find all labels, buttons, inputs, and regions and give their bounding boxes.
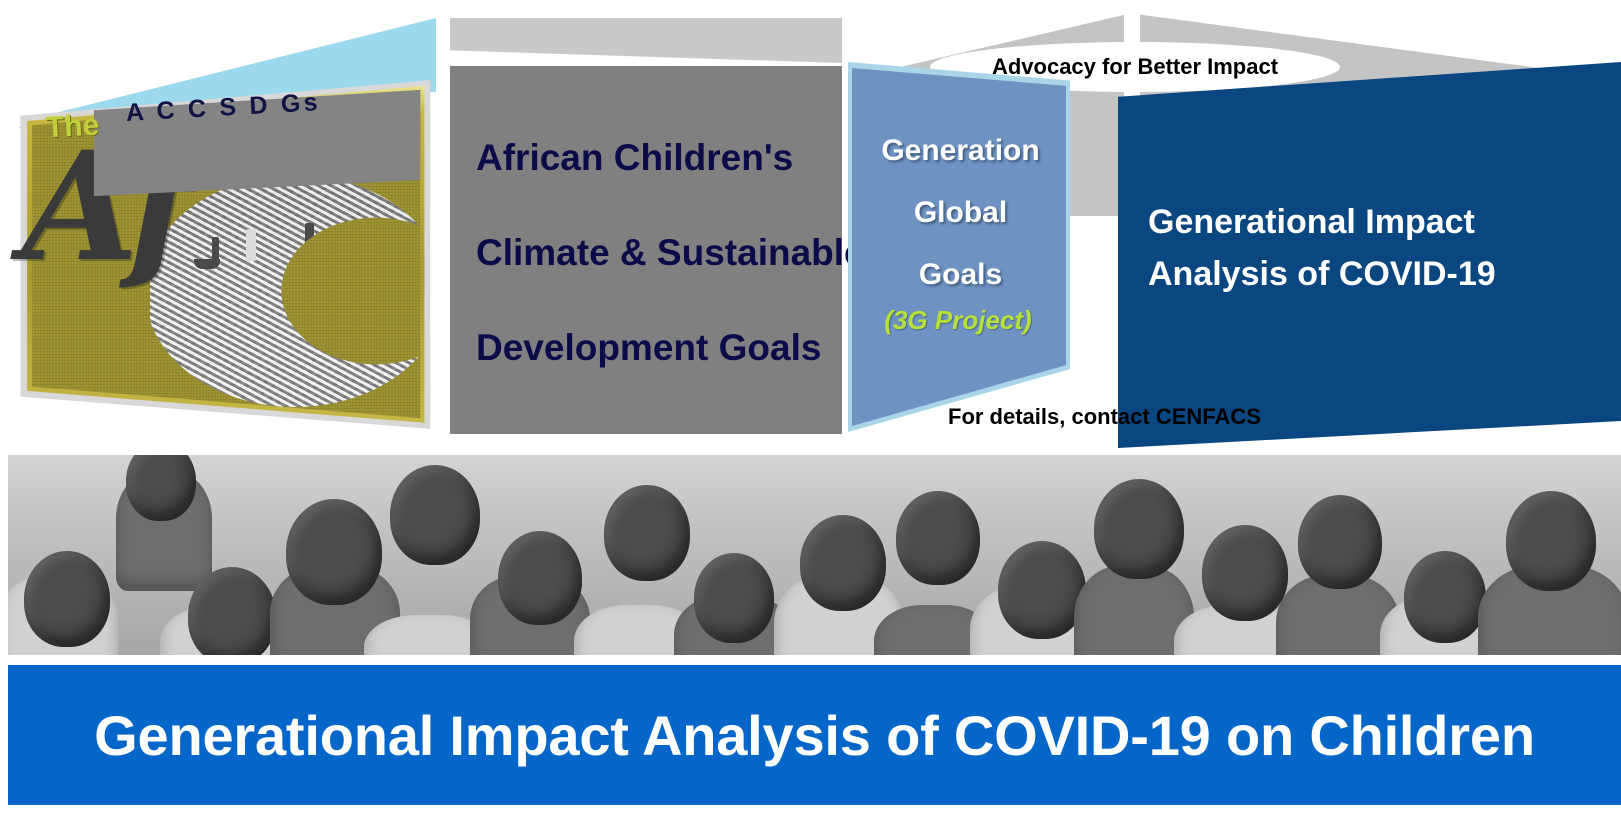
photo-child-head: [800, 515, 886, 611]
photo-child-head: [896, 491, 980, 585]
photo-child-head: [188, 567, 276, 655]
photo-child-head: [498, 531, 582, 625]
swoosh-figure-2: [246, 229, 256, 261]
swoosh-figure-3: [305, 223, 314, 253]
photo-child-head: [126, 455, 196, 521]
photo-child-head: [1298, 495, 1382, 589]
accsdgs-line-2: Climate & Sustainable: [476, 232, 865, 273]
accsdgs-line-1: African Children's: [476, 137, 794, 178]
gray-ribbon-left: [450, 18, 842, 63]
contact-note: For details, contact CENFACS: [948, 404, 1261, 429]
logo-swoosh-photo: [150, 175, 440, 407]
swoosh-figure-1: [212, 237, 219, 263]
navy-line-1: Generational Impact: [1148, 203, 1475, 241]
swoosh-rubble-texture: [150, 175, 440, 407]
advocacy-oval-label: Advocacy for Better Impact: [991, 54, 1279, 79]
navy-text-block: Generational Impact Analysis of COVID-19: [1148, 196, 1618, 300]
accsdgs-gray-panel: [450, 66, 842, 434]
photo-child-head: [1094, 479, 1184, 579]
photo-child-head: [1404, 551, 1486, 643]
accsdgs-text-block: African Children's Climate & Sustainable…: [476, 110, 865, 395]
three-g-text-block: Generation Global Goals: [858, 120, 1063, 306]
navy-panel: [1118, 62, 1621, 448]
photo-child-head: [694, 553, 774, 643]
three-g-subtitle: (3G Project): [884, 305, 1032, 335]
photo-child-head: [390, 465, 480, 565]
accsdgs-line-3: Development Goals: [476, 327, 822, 368]
bottom-banner-title: Generational Impact Analysis of COVID-19…: [94, 703, 1535, 767]
navy-line-2: Analysis of COVID-19: [1148, 255, 1496, 293]
logo-the-label: The: [45, 108, 101, 145]
photo-child-head: [604, 485, 690, 581]
children-photo: [8, 455, 1621, 655]
three-g-line-3: Goals: [918, 258, 1003, 291]
photo-child-head: [998, 541, 1086, 639]
bottom-banner: [8, 665, 1621, 805]
three-g-line-2: Global: [913, 196, 1008, 229]
swoosh-wheelbarrow: [194, 259, 220, 269]
three-g-trapezoid: [852, 68, 1066, 426]
logo-acronym-band: [93, 89, 421, 197]
photo-child-head: [286, 499, 382, 605]
three-g-line-1: Generation: [881, 134, 1040, 167]
photo-child-head: [24, 551, 110, 647]
photo-child-head: [1202, 525, 1288, 621]
photo-child-head: [1506, 491, 1596, 591]
